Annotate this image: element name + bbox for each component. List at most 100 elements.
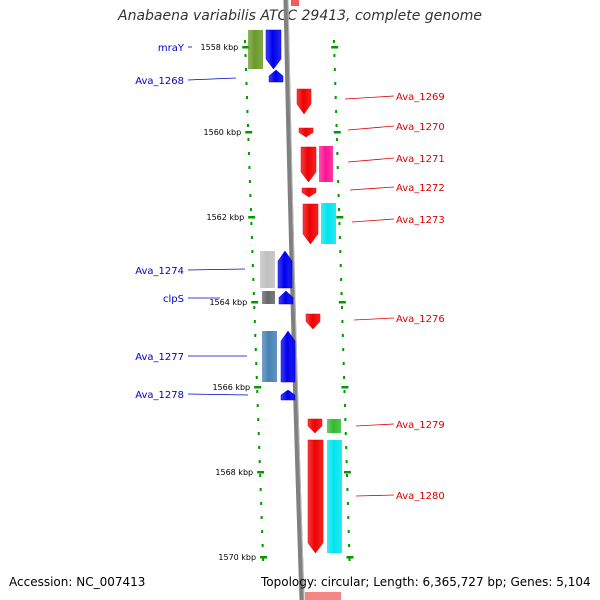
topology-text: Topology: circular; Length: 6,365,727 bp…: [261, 575, 591, 589]
scale-tick-mark: [242, 46, 250, 49]
track-dot-forward: [251, 264, 254, 267]
gene-label-mraY: mraY: [158, 43, 185, 54]
track-dot-reverse: [339, 250, 342, 253]
track-dot-reverse: [333, 54, 336, 57]
track-dot-forward: [252, 292, 255, 295]
track-dot-forward: [253, 306, 256, 309]
gene-Ava_1279-red: [307, 418, 323, 434]
track-dot-reverse: [338, 208, 341, 211]
track-dot-forward: [255, 376, 258, 379]
track-dot-reverse: [346, 474, 349, 477]
track-dot-reverse: [333, 68, 336, 71]
track-dot-forward: [253, 320, 256, 323]
leader-line-Ava_1276: [353, 317, 395, 321]
track-dot-reverse: [342, 362, 345, 365]
gene-Ava_1277-steel: [262, 331, 277, 382]
gene-Ava_1273-red: [302, 203, 319, 245]
scale-tick-mark-right: [346, 556, 354, 559]
track-dot-forward: [262, 558, 265, 561]
track-dot-reverse: [338, 222, 341, 225]
track-dot-forward: [246, 110, 249, 113]
track-dot-forward: [244, 54, 247, 57]
gene-mraY: [248, 30, 263, 69]
track-dot-forward: [248, 180, 251, 183]
track-dot-reverse: [341, 320, 344, 323]
track-dot-reverse: [348, 544, 351, 547]
gene-clpS-grey: [262, 291, 275, 304]
gene-Ava_1270: [298, 127, 314, 138]
track-dot-forward: [252, 278, 255, 281]
gene-label-Ava_1268: Ava_1268: [135, 76, 184, 87]
track-dot-reverse: [344, 418, 347, 421]
track-dot-forward: [247, 138, 250, 141]
topology-value: Topology: circular; Length: 6,365,727 bp…: [261, 575, 591, 589]
gene-Ava_1273: [321, 203, 336, 244]
track-dot-forward: [258, 446, 261, 449]
scale-tick-mark: [254, 386, 262, 389]
gene-label-Ava_1270: Ava_1270: [396, 122, 445, 133]
track-dot-forward: [251, 250, 254, 253]
track-dot-reverse: [340, 278, 343, 281]
track-dot-reverse: [334, 96, 337, 99]
leader-line-Ava_1280: [355, 494, 395, 497]
track-dot-reverse: [343, 376, 346, 379]
track-dot-reverse: [338, 236, 341, 239]
gene-label-Ava_1276: Ava_1276: [396, 314, 445, 325]
gene-Ava_1280-red: [307, 439, 324, 554]
gene-Ava_1280: [327, 440, 342, 553]
track-dot-forward: [254, 334, 257, 337]
leader-line-Ava_1272: [349, 186, 395, 191]
leader-line-Ava_1271: [347, 157, 395, 163]
map-title: Anabaena variabilis ATCC 29413, complete…: [118, 8, 482, 24]
scale-tick-label: 1562 kbp: [206, 213, 244, 222]
gene-Ava_1271-red: [300, 146, 317, 183]
track-dot-reverse: [337, 194, 340, 197]
track-dot-reverse: [347, 530, 350, 533]
track-dot-reverse: [336, 166, 339, 169]
scale-tick-mark: [248, 216, 256, 219]
gene-label-Ava_1278: Ava_1278: [135, 390, 184, 401]
track-dot-reverse: [347, 516, 350, 519]
track-dot-reverse: [335, 124, 338, 127]
gene-label-Ava_1269: Ava_1269: [396, 92, 445, 103]
gene-label-Ava_1277: Ava_1277: [135, 352, 184, 363]
track-dot-forward: [247, 152, 250, 155]
scale-tick-mark-right: [331, 46, 339, 49]
scale-tick-mark-right: [333, 131, 341, 134]
track-dot-reverse: [333, 40, 335, 43]
track-dot-reverse: [343, 390, 346, 393]
scale-tick-mark: [245, 131, 253, 134]
track-dot-reverse: [335, 110, 338, 113]
gene-clpS: [278, 290, 294, 305]
leader-line-Ava_1269: [344, 95, 395, 100]
track-dot-reverse: [344, 432, 347, 435]
genome-backbone-highlight: [287, 0, 305, 600]
track-dot-forward: [261, 530, 264, 533]
track-dot-reverse: [339, 264, 342, 267]
track-dot-forward: [249, 208, 252, 211]
gene-Ava_1274-grey: [260, 251, 275, 288]
accession-text: Accession: NC_007413: [9, 575, 146, 589]
backbone-marker-top: [291, 0, 299, 6]
gene-Ava_1271: [319, 146, 333, 182]
track-dot-forward: [250, 222, 253, 225]
track-dot-forward: [257, 432, 260, 435]
leader-line-Ava_1268: [187, 77, 237, 81]
gene-mraY-blue: [265, 29, 282, 70]
track-dot-forward: [254, 348, 257, 351]
scale-tick-label: 1564 kbp: [209, 298, 247, 307]
track-dot-reverse: [334, 82, 337, 85]
track-dot-forward: [260, 502, 263, 505]
track-dot-reverse: [337, 180, 340, 183]
track-dot-reverse: [342, 348, 345, 351]
track-dot-forward: [245, 82, 248, 85]
track-dot-reverse: [345, 460, 348, 463]
track-dot-forward: [249, 194, 252, 197]
gene-Ava_1278: [280, 389, 296, 401]
gene-Ava_1274: [277, 250, 293, 289]
track-dot-forward: [256, 390, 259, 393]
track-dot-reverse: [340, 306, 343, 309]
leader-line-Ava_1279: [355, 423, 395, 427]
scale-tick-label: 1568 kbp: [215, 468, 253, 477]
